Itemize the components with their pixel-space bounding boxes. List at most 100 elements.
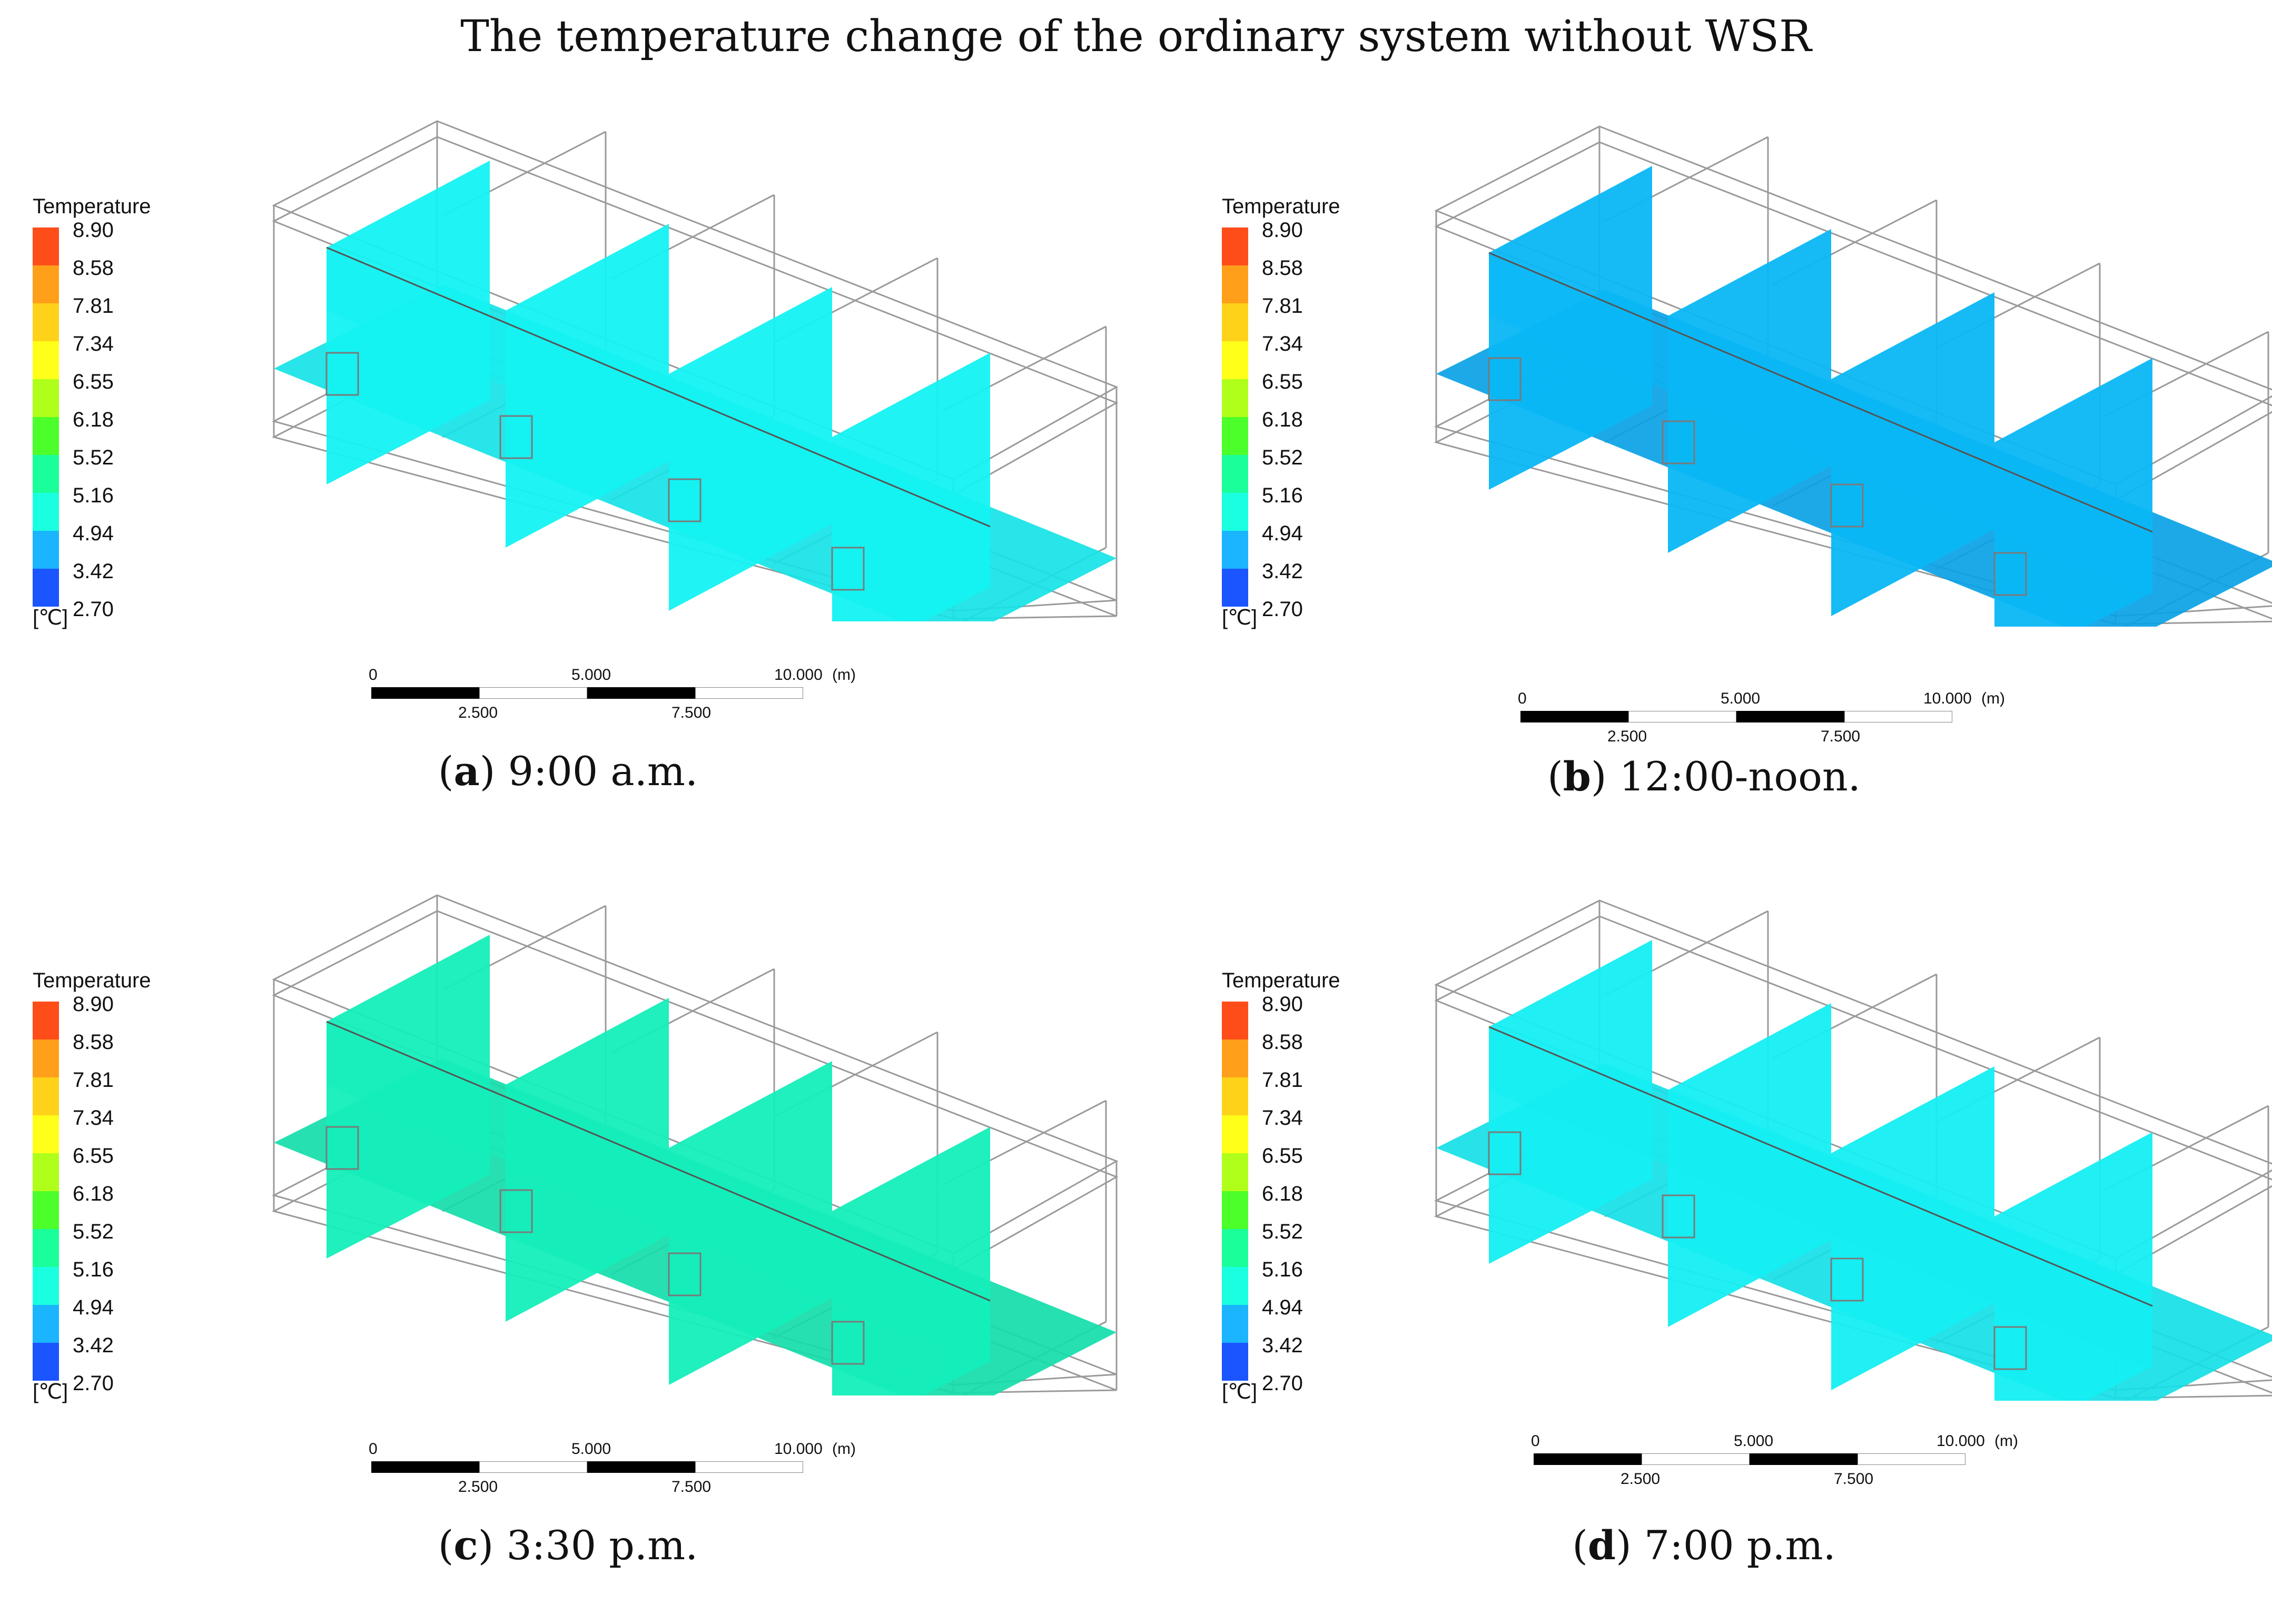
scale-label: 5.000 [1721, 690, 1761, 707]
legend-value: 6.18 [1262, 408, 1303, 431]
legend-unit: [℃] [33, 606, 68, 629]
legend-color-step [1222, 455, 1248, 493]
legend-value: 5.52 [73, 446, 114, 469]
legend-value: 3.42 [1262, 1334, 1303, 1357]
scale-unit: (m) [1981, 690, 2005, 707]
panel-caption: (d) 7:00 p.m. [1572, 1522, 1836, 1569]
scale-label: 0 [369, 1440, 378, 1458]
panel-caption: (b) 12:00-noon. [1547, 753, 1861, 800]
tank-3d-model [1434, 899, 2272, 1401]
legend-value: 8.58 [1262, 1031, 1303, 1054]
legend-color-step [33, 1267, 59, 1305]
legend-title: Temperature [33, 969, 151, 992]
scale-label: 10.000 [774, 666, 823, 684]
legend-title: Temperature [1222, 195, 1340, 218]
legend-value: 4.94 [1262, 1296, 1303, 1319]
legend-value: 4.94 [73, 1296, 114, 1319]
legend-color-step [1222, 1002, 1248, 1040]
legend-color-step [33, 1115, 59, 1154]
legend-value: 2.70 [73, 1372, 114, 1395]
legend-title: Temperature [33, 195, 151, 218]
legend-value: 7.34 [1262, 332, 1303, 355]
legend-color-step [1222, 1153, 1248, 1192]
legend-value: 3.42 [73, 560, 114, 583]
legend-value: 5.52 [1262, 446, 1303, 469]
panel-b: Temperature 8.90 8.58 7.81 7.34 6.55 6.18 5.52 5… [1136, 68, 2272, 841]
legend-color-step [33, 1191, 59, 1230]
legend-value: 6.18 [73, 1182, 114, 1205]
legend-title: Temperature [1222, 969, 1340, 992]
scale-label: 5.000 [571, 666, 611, 684]
legend-unit: [℃] [33, 1380, 68, 1403]
legend-color-step [1222, 227, 1248, 266]
legend-colorbar [1222, 227, 1248, 607]
scale-label: 10.000 [1923, 690, 1972, 707]
pipe-fittings [1488, 1131, 2027, 1370]
scale-label: 2.500 [458, 704, 498, 721]
tank-edge [326, 246, 991, 528]
legend-color-step [1222, 1343, 1248, 1381]
tank-3d-model [271, 894, 1119, 1395]
legend-unit: [℃] [1222, 606, 1258, 629]
legend-value: 5.16 [73, 1258, 114, 1281]
pipe-fittings [325, 1126, 865, 1365]
legend-color-step [33, 303, 59, 342]
temperature-legend: Temperature 8.90 8.58 7.81 7.34 6.55 6.18 5.52 5… [1222, 195, 1380, 658]
legend-color-step [33, 265, 59, 304]
scale-segment [479, 1461, 587, 1473]
legend-value: 6.18 [73, 408, 114, 431]
legend-value: 4.94 [73, 522, 114, 545]
scale-unit: (m) [832, 666, 856, 684]
legend-colorbar [33, 227, 59, 607]
scale-segment [1520, 711, 1628, 722]
legend-value: 7.81 [73, 1068, 114, 1092]
legend-color-step [33, 1077, 59, 1116]
legend-color-step [33, 531, 59, 569]
legend-color-step [1222, 1305, 1248, 1343]
scale-label: 10.000 [1937, 1432, 1985, 1450]
legend-value: 2.70 [1262, 1372, 1303, 1395]
legend-value: 7.81 [1262, 294, 1303, 318]
legend-color-step [1222, 1191, 1248, 1230]
vertical-slice-plane [327, 247, 990, 590]
figure-title: The temperature change of the ordinary s… [460, 12, 1812, 62]
legend-value: 8.58 [73, 1031, 114, 1054]
scale-unit: (m) [832, 1440, 856, 1458]
legend-colorbar [1222, 1002, 1248, 1381]
vertical-slice-plane [327, 1022, 990, 1364]
legend-value: 5.52 [1262, 1220, 1303, 1243]
legend-value: 8.90 [73, 993, 114, 1016]
scale-segment [1844, 711, 1952, 722]
scale-label: 2.500 [458, 1478, 498, 1496]
legend-color-step [1222, 1267, 1248, 1305]
legend-color-step [1222, 1229, 1248, 1267]
panel-letter: a [453, 748, 480, 795]
legend-value: 5.16 [73, 484, 114, 507]
legend-color-step [1222, 303, 1248, 342]
panel-letter: c [453, 1522, 478, 1569]
scale-label: 0 [1518, 690, 1527, 707]
scale-segment [587, 1461, 695, 1473]
legend-value: 8.90 [1262, 219, 1303, 242]
scale-label: 10.000 [774, 1440, 823, 1458]
panel-letter: d [1587, 1522, 1616, 1569]
tank-edge [1488, 252, 2153, 533]
legend-value: 6.55 [73, 1144, 114, 1167]
pipe-fittings [325, 352, 865, 591]
legend-color-step [33, 379, 59, 418]
scale-segment [1642, 1453, 1750, 1465]
legend-color-step [33, 1002, 59, 1040]
vertical-slice-plane [1489, 1027, 2152, 1369]
scale-label: 7.500 [1834, 1470, 1874, 1488]
scale-segment [1750, 1453, 1858, 1465]
tank-edge [326, 1021, 991, 1302]
legend-value: 7.34 [73, 332, 114, 355]
panel-caption: (a) 9:00 a.m. [438, 748, 698, 795]
scale-label: 0 [369, 666, 378, 684]
scale-label: 7.500 [671, 1478, 712, 1496]
temperature-legend: Temperature 8.90 8.58 7.81 7.34 6.55 6.18 5.52 5… [33, 195, 191, 658]
legend-unit: [℃] [1222, 1380, 1258, 1403]
tank-3d-model [271, 120, 1119, 621]
legend-value: 4.94 [1262, 522, 1303, 545]
legend-color-step [33, 1153, 59, 1192]
